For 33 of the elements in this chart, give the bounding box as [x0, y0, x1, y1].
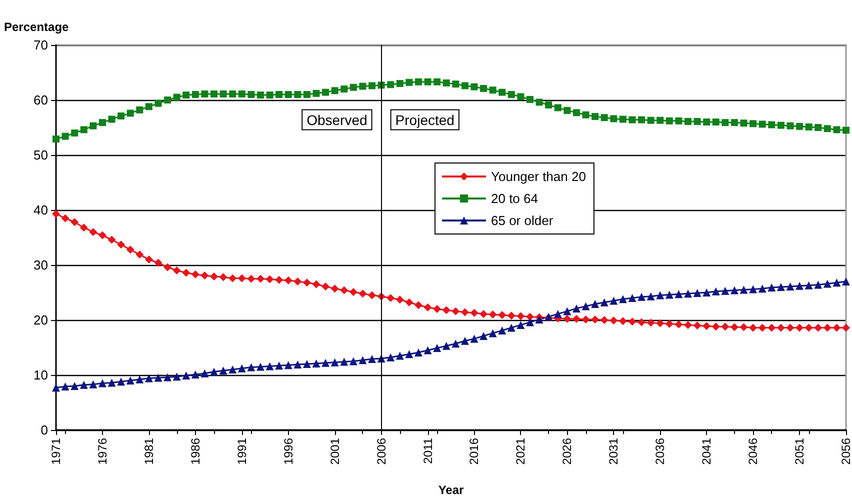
x-tick-label: 2031 — [606, 438, 621, 465]
legend-label: 65 or older — [491, 213, 554, 228]
x-tick-label: 2026 — [560, 438, 574, 465]
x-tick-label: 1981 — [142, 438, 156, 465]
x-tick-label: 2046 — [746, 438, 760, 465]
legend-label: 20 to 64 — [491, 191, 538, 206]
x-tick-label: 2051 — [792, 438, 807, 465]
y-axis-title: Percentage — [4, 20, 70, 34]
x-tick-label: 2056 — [839, 438, 852, 465]
annotation: Observed — [306, 112, 368, 128]
x-tick-label: 2011 — [420, 438, 435, 464]
x-tick-label: 1991 — [234, 438, 249, 465]
x-tick-label: 2021 — [514, 438, 528, 465]
x-tick-label: 2006 — [374, 438, 388, 465]
y-tick-label: 10 — [34, 368, 48, 382]
x-tick-label: 1996 — [281, 438, 296, 465]
x-tick-label: 1976 — [95, 438, 110, 465]
y-tick-label: 40 — [34, 202, 48, 218]
y-tick-label: 30 — [34, 258, 48, 272]
legend-label: Younger than 20 — [491, 169, 586, 184]
y-tick-label: 70 — [34, 38, 48, 52]
x-tick-label: 1971 — [49, 438, 63, 465]
y-tick-label: 50 — [34, 148, 48, 162]
x-axis-title: Year — [438, 483, 464, 497]
x-tick-label: 2041 — [700, 438, 714, 465]
x-tick-label: 2001 — [328, 438, 342, 465]
x-tick-label: 2016 — [467, 438, 482, 465]
x-tick-label: 2036 — [653, 438, 668, 465]
y-tick-label: 0 — [40, 422, 48, 438]
annotation: Projected — [395, 112, 454, 128]
y-tick-label: 60 — [34, 92, 48, 108]
x-tick-label: 1986 — [188, 438, 202, 465]
y-tick-label: 20 — [34, 312, 48, 328]
